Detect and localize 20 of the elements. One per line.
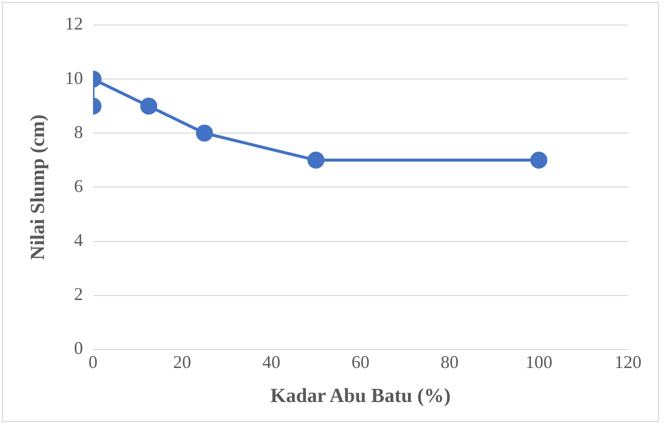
y-axis-title: Nilai Slump (cm) (27, 114, 50, 260)
x-tick-label: 0 (88, 352, 98, 372)
y-tick-label: 4 (74, 230, 83, 250)
x-tick-label: 40 (262, 352, 280, 372)
x-tick-label: 120 (614, 352, 642, 372)
point (530, 152, 548, 169)
x-axis-title: Kadar Abu Batu (%) (270, 385, 451, 408)
x-tick-label: 60 (352, 352, 370, 372)
y-tick-label: 2 (74, 284, 83, 304)
x-tick-label: 100 (525, 352, 552, 372)
y-tick-label: 6 (74, 176, 83, 196)
point (196, 124, 213, 142)
point (140, 98, 158, 115)
y-tick-label: 12 (65, 14, 83, 34)
x-tick-label: 20 (173, 352, 192, 372)
y-tick-label: 10 (65, 68, 83, 88)
y-tick-label: 0 (74, 338, 83, 358)
y-tick-label: 8 (74, 122, 83, 142)
point (307, 152, 324, 169)
x-tick-label: 80 (440, 352, 459, 372)
